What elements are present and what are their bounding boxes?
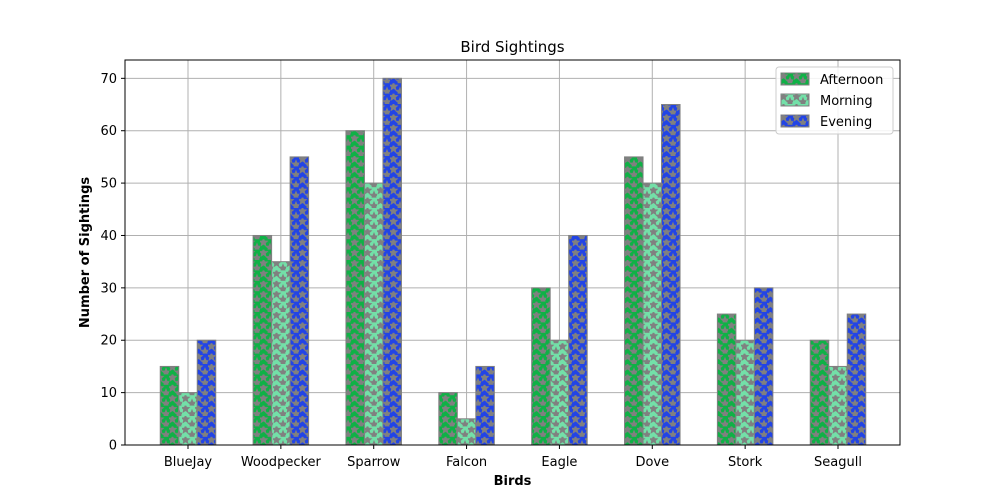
y-tick-label: 20 [100, 334, 117, 349]
x-tick-label: Stork [728, 455, 763, 470]
bar-evening-falcon [475, 365, 495, 446]
legend-swatch-afternoon [780, 72, 810, 86]
legend-label-afternoon: Afternoon [820, 73, 883, 88]
x-tick-label: BlueJay [164, 455, 213, 470]
x-tick-label: Woodpecker [241, 455, 322, 470]
x-tick-label: Dove [635, 455, 669, 470]
bar-morning-falcon [456, 418, 477, 446]
x-tick-label: Eagle [541, 455, 577, 470]
bar-morning-dove [642, 182, 663, 446]
bar-evening-sparrow [382, 77, 402, 446]
legend-label-morning: Morning [820, 94, 873, 109]
bar-afternoon-stork [716, 313, 737, 446]
y-axis: 0 10 20 30 40 50 60 70 [100, 72, 125, 454]
plot-frame [124, 59, 901, 446]
x-axis: BlueJay Woodpecker Sparrow Falcon Eagle Dove S… [164, 445, 862, 470]
bar-afternoon-sparrow [345, 130, 365, 446]
bar-morning-sparrow [363, 182, 384, 446]
legend-swatch-morning [780, 93, 810, 107]
bar-evening-bluejay [196, 339, 217, 446]
bar-morning-bluejay [178, 392, 198, 446]
bar-evening-stork [753, 287, 774, 446]
bar-afternoon-woodpecker [252, 234, 273, 446]
y-tick-label: 50 [100, 177, 117, 192]
bar-evening-eagle [568, 234, 588, 446]
y-tick-label: 40 [100, 229, 117, 244]
x-tick-label: Falcon [446, 455, 487, 470]
bar-afternoon-seagull [809, 339, 830, 446]
bar-morning-woodpecker [271, 261, 291, 446]
x-tick-label: Seagull [814, 455, 862, 470]
x-axis-title: Birds [494, 474, 532, 489]
bar-morning-seagull [828, 365, 848, 446]
bar-morning-eagle [549, 339, 570, 446]
legend-label-evening: Evening [820, 115, 872, 130]
bar-evening-seagull [846, 313, 867, 446]
y-axis-title: Number of Sightings [78, 177, 93, 328]
bar-evening-dove [661, 104, 681, 446]
x-tick-label: Sparrow [347, 455, 401, 470]
bars [159, 77, 867, 446]
y-tick-label: 30 [100, 281, 117, 296]
bar-evening-woodpecker [289, 156, 310, 446]
bar-afternoon-eagle [531, 287, 551, 446]
chart-title: Bird Sightings [460, 38, 564, 56]
bar-morning-stork [735, 339, 755, 446]
y-tick-label: 0 [109, 439, 117, 454]
bar-afternoon-bluejay [159, 365, 180, 446]
legend: Afternoon Morning Evening [775, 66, 894, 135]
y-tick-label: 70 [100, 72, 117, 87]
bar-afternoon-falcon [438, 392, 458, 446]
legend-swatch-evening [780, 114, 810, 128]
bar-afternoon-dove [624, 156, 644, 446]
y-tick-label: 10 [100, 386, 117, 401]
y-tick-label: 60 [100, 124, 117, 139]
